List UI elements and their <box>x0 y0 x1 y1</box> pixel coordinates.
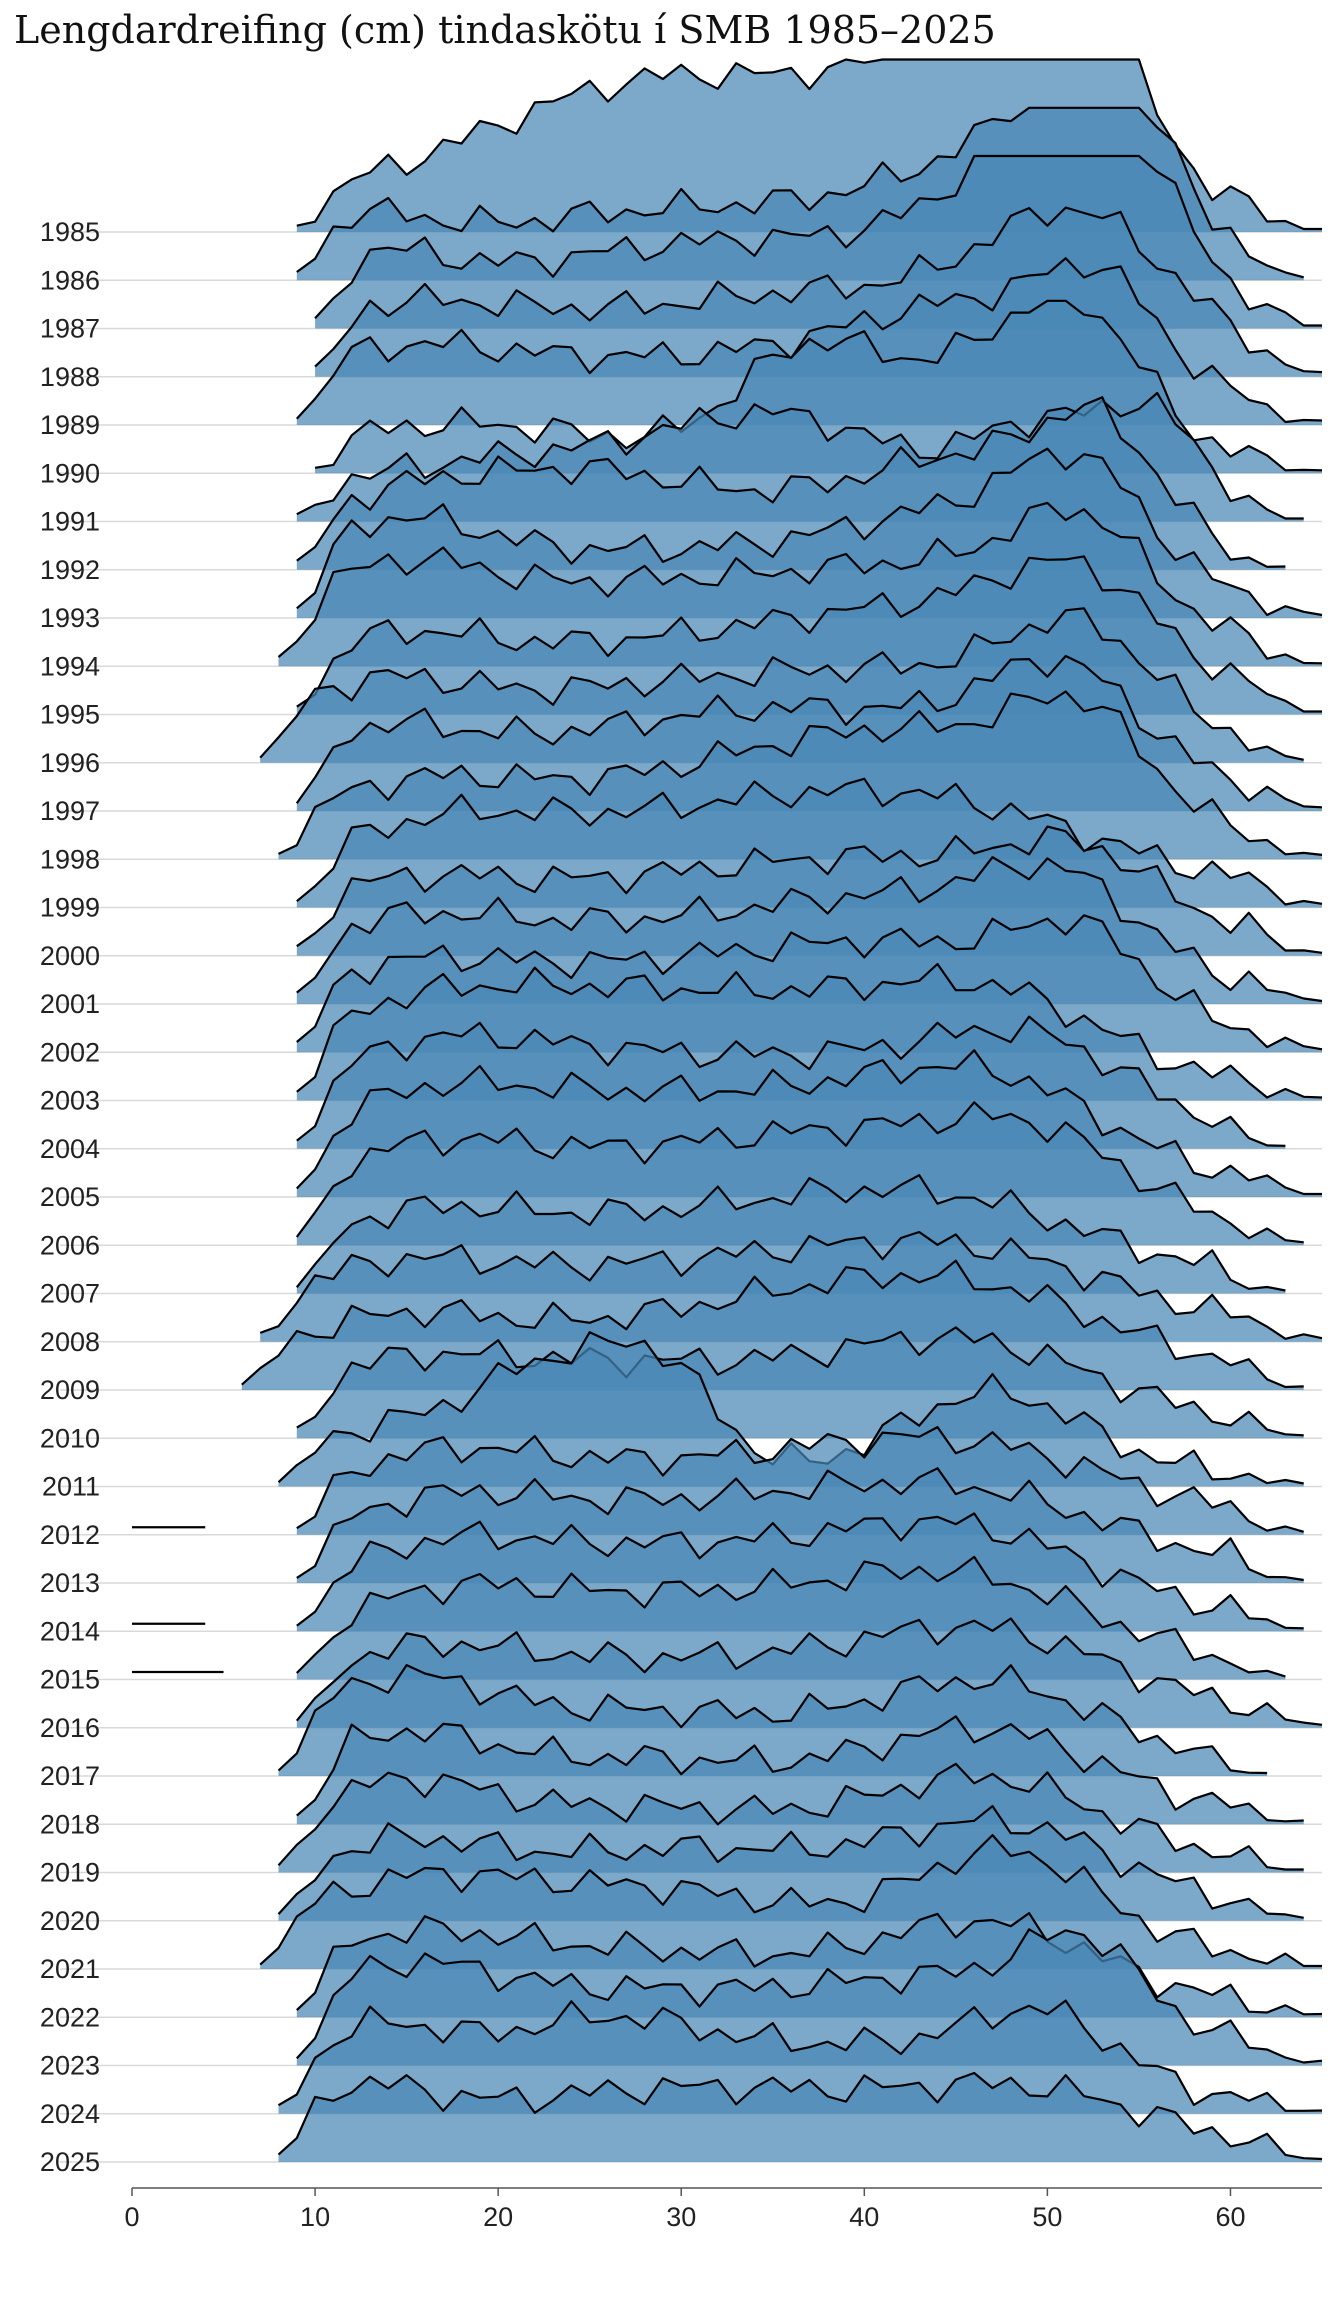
ridge-line-2016 <box>295 1617 1323 1726</box>
ridge-line-2022 <box>296 1912 1323 2016</box>
year-label-1999: 1999 <box>40 893 100 923</box>
ridge-line-2019 <box>277 1762 1304 1871</box>
ridge-line-2008 <box>259 1230 1323 1340</box>
ridge-line-1993 <box>296 447 1323 617</box>
ridge-line-2012 <box>296 1426 1305 1533</box>
x-tick-label-30: 30 <box>666 2202 696 2232</box>
ridge-line-1987 <box>314 154 1322 327</box>
year-label-2008: 2008 <box>40 1327 100 1357</box>
ridge-line-2014 <box>296 1512 1304 1630</box>
year-label-1992: 1992 <box>40 555 100 585</box>
ridge-line-1996 <box>259 607 1304 761</box>
year-label-2019: 2019 <box>40 1858 100 1888</box>
year-label-1987: 1987 <box>40 314 100 344</box>
year-label-2016: 2016 <box>40 1713 100 1743</box>
year-label-2017: 2017 <box>40 1761 100 1791</box>
ridges-group <box>132 58 1323 2162</box>
year-label-1998: 1998 <box>40 844 100 874</box>
ridge-line-1988 <box>314 206 1323 374</box>
year-label-2015: 2015 <box>40 1665 100 1695</box>
year-label-2024: 2024 <box>40 2099 100 2129</box>
ridge-line-2003 <box>296 962 1323 1099</box>
ridge-line-1991 <box>296 391 1304 520</box>
year-label-2005: 2005 <box>40 1182 100 1212</box>
ridge-area-2025 <box>278 2073 1322 2162</box>
year-label-2013: 2013 <box>40 1568 100 1598</box>
ridge-line-1997 <box>295 654 1323 809</box>
x-axis: 0 10 20 30 40 50 60 <box>124 2187 1322 2232</box>
ridge-line-1998 <box>278 690 1323 856</box>
year-labels: 1985 1986 1987 1988 1989 1990 1991 1992 1993 1994… <box>40 217 100 2177</box>
ridge-line-1994 <box>277 501 1323 665</box>
year-label-1995: 1995 <box>40 700 100 730</box>
ridge-line-1986 <box>296 106 1304 279</box>
year-label-2004: 2004 <box>40 1134 100 1164</box>
ridge-line-2005 <box>296 1049 1322 1196</box>
ridge-line-1992 <box>296 396 1286 568</box>
ridge-line-2001 <box>296 856 1323 1003</box>
chart-title: Lengdardreifing (cm) tindaskötu í SMB 19… <box>14 8 996 52</box>
ridge-line-2007 <box>295 1174 1286 1292</box>
ridge-line-2004 <box>296 1015 1286 1147</box>
ridge-line-2024 <box>277 1999 1323 2112</box>
ridge-line-2009 <box>241 1259 1304 1389</box>
year-label-2002: 2002 <box>40 1037 100 1067</box>
year-label-1986: 1986 <box>40 265 100 295</box>
year-label-1991: 1991 <box>40 507 100 537</box>
year-label-2012: 2012 <box>40 1520 100 1550</box>
year-label-2025: 2025 <box>40 2147 100 2177</box>
year-label-2018: 2018 <box>40 1809 100 1839</box>
ridge-line-2002 <box>296 914 1323 1051</box>
year-label-1990: 1990 <box>40 458 100 488</box>
year-label-2020: 2020 <box>40 1906 100 1936</box>
ridge-line-2020 <box>277 1805 1304 1919</box>
year-label-2021: 2021 <box>40 1954 100 1984</box>
year-label-2006: 2006 <box>40 1230 100 1260</box>
ridge-line-1985 <box>296 58 1322 231</box>
year-label-2009: 2009 <box>40 1375 100 1405</box>
ridge-line-1990 <box>314 299 1323 472</box>
ridge-line-2023 <box>295 1928 1323 2064</box>
year-label-2010: 2010 <box>40 1423 100 1453</box>
ridge-line-2013 <box>296 1467 1304 1582</box>
ridge-line-2025 <box>277 2071 1323 2161</box>
year-label-2014: 2014 <box>40 1616 100 1646</box>
x-tick-label-40: 40 <box>849 2202 879 2232</box>
year-label-1994: 1994 <box>40 651 100 681</box>
x-tick-label-60: 60 <box>1215 2202 1245 2232</box>
ridge-line-1989 <box>295 257 1323 424</box>
year-label-2007: 2007 <box>40 1279 100 1309</box>
year-label-1996: 1996 <box>40 748 100 778</box>
year-label-2023: 2023 <box>40 2051 100 2081</box>
year-label-1989: 1989 <box>40 410 100 440</box>
year-label-2001: 2001 <box>40 989 100 1019</box>
year-label-2022: 2022 <box>40 2002 100 2032</box>
year-label-2000: 2000 <box>40 941 100 971</box>
ridge-line-2010 <box>296 1326 1304 1437</box>
x-tick-label-50: 50 <box>1032 2202 1062 2232</box>
ridge-line-2017 <box>277 1664 1268 1775</box>
year-label-1988: 1988 <box>40 362 100 392</box>
year-label-1997: 1997 <box>40 796 100 826</box>
x-tick-label-10: 10 <box>300 2202 330 2232</box>
ridge-line-1999 <box>296 777 1323 906</box>
ridge-line-2015 <box>296 1555 1286 1678</box>
ridge-line-2006 <box>295 1101 1304 1244</box>
x-tick-label-20: 20 <box>483 2202 513 2232</box>
year-label-1993: 1993 <box>40 603 100 633</box>
year-label-2011: 2011 <box>42 1472 100 1502</box>
ridge-line-2000 <box>296 825 1323 954</box>
year-label-1985: 1985 <box>40 217 100 247</box>
ridge-line-2018 <box>296 1715 1304 1823</box>
ridge-line-2021 <box>259 1834 1322 1968</box>
year-label-2003: 2003 <box>40 1086 100 1116</box>
x-tick-label-0: 0 <box>124 2202 139 2232</box>
ridge-line-1995 <box>296 555 1322 713</box>
